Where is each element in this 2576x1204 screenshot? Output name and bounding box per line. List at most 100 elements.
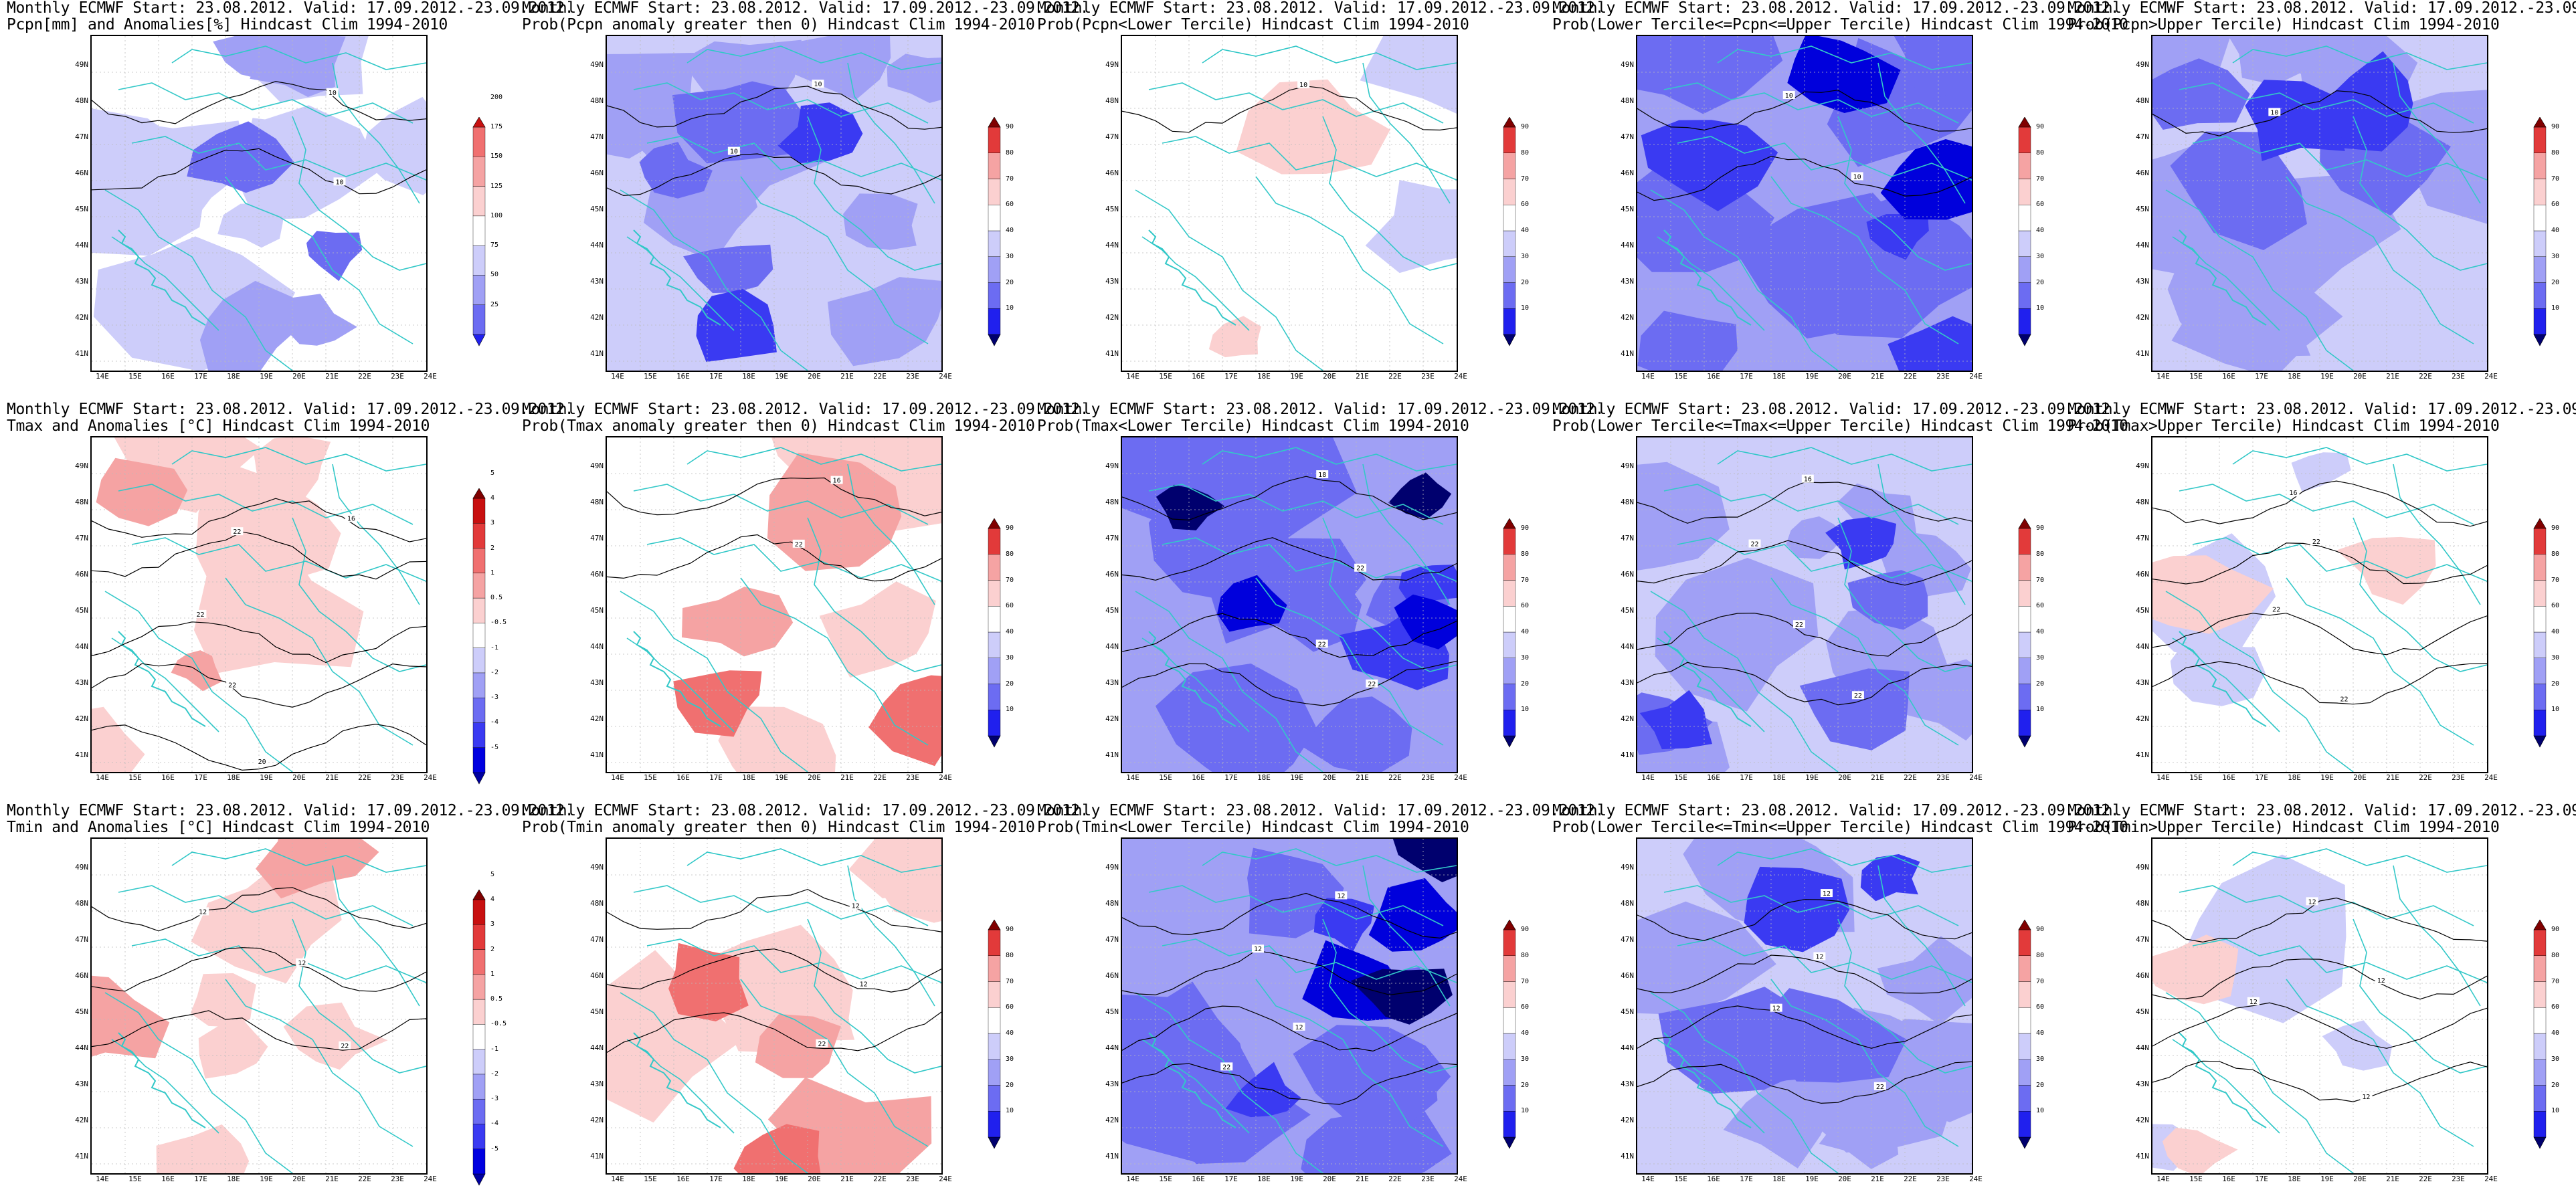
lat-tick-label: 49N	[590, 863, 604, 872]
colorbar-segment	[2533, 735, 2547, 748]
lat-tick-label: 48N	[1621, 498, 1634, 506]
colorbar-segment	[2533, 205, 2547, 231]
colorbar-tick-label: -4	[490, 1120, 499, 1128]
lon-tick-label: 19E	[775, 372, 788, 381]
isoline-label: 12	[860, 981, 868, 988]
colorbar-segment	[2533, 282, 2547, 309]
colorbar-segment	[2018, 230, 2031, 257]
isoline-label: 22	[1368, 681, 1376, 688]
lat-tick-label: 44N	[2136, 241, 2149, 249]
map-area: 18 22 22 22	[1121, 436, 1458, 773]
panel-variable-title: Prob(Tmax<Lower Tercile) Hindcast Clim 1…	[1037, 417, 1469, 435]
lat-tick-label: 46N	[75, 971, 88, 980]
panel-title: Monthly ECMWF Start: 23.08.2012. Valid: …	[522, 803, 1089, 836]
colorbar-tick-label: 90	[1006, 123, 1014, 130]
colorbar-tick-label: 40	[1006, 628, 1014, 635]
isoline-label: 12	[1337, 892, 1345, 900]
colorbar-tick-label: 30	[1006, 1055, 1014, 1063]
lon-tick-label: 15E	[644, 372, 657, 381]
lon-tick-label: 22E	[873, 1175, 887, 1183]
country-border	[1255, 176, 1444, 344]
colorbar-segment	[1503, 710, 1516, 736]
isoline-label: 12	[1772, 1005, 1780, 1013]
lat-tick-label: 45N	[2136, 205, 2149, 213]
map-panel: Monthly ECMWF Start: 23.08.2012. Valid: …	[0, 401, 574, 803]
country-border	[1877, 464, 1966, 605]
shaded-region	[195, 458, 341, 603]
lat-tick-label: 42N	[1105, 1116, 1119, 1124]
colorbar-svg	[2533, 518, 2547, 748]
colorbar-segment	[2018, 282, 2031, 309]
country-border	[620, 189, 808, 371]
country-border	[171, 848, 426, 873]
lat-tick-label: 43N	[1621, 678, 1634, 687]
shaded-region	[2152, 555, 2274, 634]
lon-tick-label: 24E	[939, 1175, 952, 1183]
colorbar-tick-label: 60	[2551, 602, 2560, 610]
colorbar-tick-label: 90	[2036, 123, 2045, 130]
colorbar-tick-label: 70	[2551, 977, 2560, 985]
lat-tick-label: 47N	[2136, 935, 2149, 944]
isoline-label-bg	[1820, 889, 1833, 898]
lat-tick-label: 49N	[1105, 60, 1119, 69]
colorbar-tick-label: 3	[490, 920, 495, 928]
lat-tick-label: 48N	[590, 899, 604, 908]
isoline	[2152, 661, 2487, 705]
map-svg: 10 10	[92, 36, 426, 371]
country-border	[646, 938, 941, 983]
lat-tick-label: 43N	[590, 678, 604, 687]
isoline-label: 10	[814, 81, 822, 88]
country-border	[1162, 938, 1457, 983]
lon-tick-label: 20E	[1323, 372, 1336, 381]
lat-tick-label: 49N	[2136, 462, 2149, 470]
panel-title: Monthly ECMWF Start: 23.08.2012. Valid: …	[1037, 803, 1604, 836]
country-border	[2172, 1039, 2280, 1134]
shaded-region	[2291, 452, 2351, 492]
colorbar-svg	[472, 116, 486, 346]
colorbar-segment	[2018, 308, 2031, 335]
colorbar-segment	[1503, 1136, 1516, 1149]
colorbar-segment	[2533, 580, 2547, 607]
lat-tick-label: 47N	[1105, 935, 1119, 944]
lon-axis: 14E 15E 16E 17E 18E 19E 20E 21E 22E 23E 24E	[606, 372, 952, 383]
colorbar-tick-label: 30	[2551, 1055, 2560, 1063]
colorbar-svg	[1503, 919, 1516, 1149]
lon-tick-label: 22E	[873, 372, 887, 381]
panel-title: Monthly ECMWF Start: 23.08.2012. Valid: …	[522, 401, 1089, 435]
isoline-label: 12	[1815, 953, 1823, 961]
colorbar-tick-label: 10	[2036, 706, 2045, 714]
colorbar-segment	[472, 126, 486, 157]
map-svg: 12 12 12 22	[1637, 839, 1972, 1173]
colorbar-segment	[2533, 308, 2547, 335]
country-border	[2192, 136, 2487, 181]
shaded-region	[1888, 316, 1972, 371]
lat-tick-label: 43N	[2136, 277, 2149, 286]
colorbar-segment	[472, 116, 486, 128]
colorbar-segment	[472, 889, 486, 900]
isoline-label: 16	[347, 515, 355, 522]
isoline	[1122, 86, 1457, 133]
coastline	[118, 1032, 206, 1128]
lon-tick-label: 19E	[1805, 773, 1819, 782]
lat-tick-label: 49N	[1621, 863, 1634, 872]
shaded-region	[607, 950, 743, 1123]
lon-tick-label: 24E	[939, 372, 952, 381]
colorbar-tick-label: -3	[490, 1095, 499, 1103]
coastline	[1148, 229, 1236, 326]
lon-tick-label: 16E	[676, 1175, 690, 1183]
lat-tick-label: 43N	[75, 277, 88, 286]
colorbar-segment	[472, 647, 486, 674]
shaded-region	[199, 280, 299, 371]
map-area: 16 22 22 22	[1636, 436, 1973, 773]
lat-tick-label: 49N	[590, 60, 604, 69]
country-border	[686, 447, 941, 472]
isoline	[92, 887, 426, 932]
country-border	[1770, 577, 1959, 746]
country-border	[1663, 484, 1959, 525]
panel-title: Monthly ECMWF Start: 23.08.2012. Valid: …	[1037, 0, 1604, 33]
lat-tick-label: 41N	[1621, 1152, 1634, 1161]
lon-tick-label: 21E	[1871, 1175, 1884, 1183]
lon-tick-label: 23E	[391, 773, 404, 782]
lon-tick-label: 19E	[775, 773, 788, 782]
lon-tick-label: 24E	[424, 372, 437, 381]
